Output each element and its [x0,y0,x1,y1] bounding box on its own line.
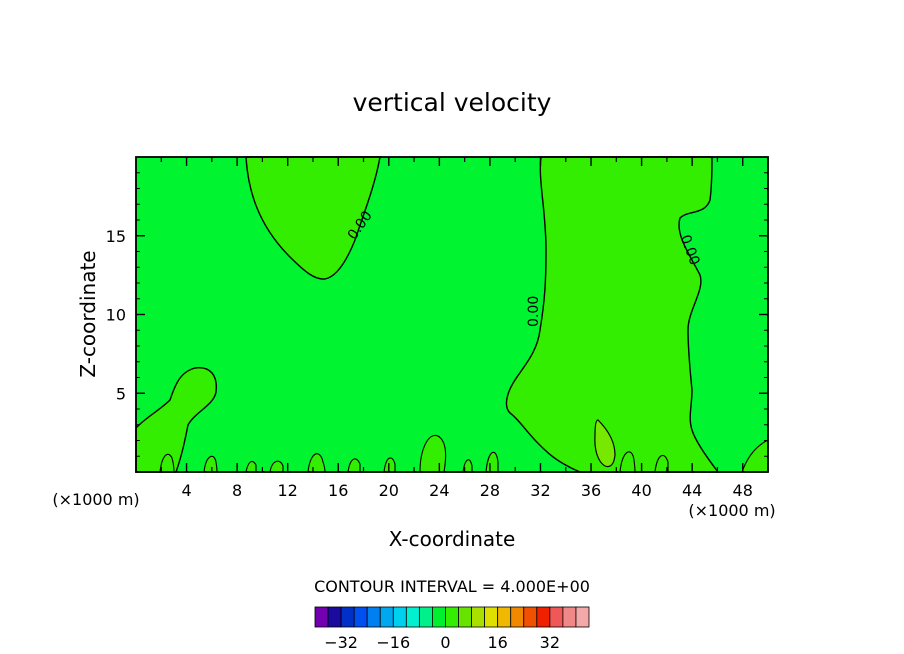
colorbar-swatch [536,606,551,628]
colorbar-swatch [353,606,368,628]
colorbar-swatch [471,606,486,628]
x-tick-label: 20 [379,481,399,500]
y-ticks: 5 10 15 [106,172,768,457]
surface-contours [159,434,769,473]
colorbar-swatch [562,606,577,628]
colorbar-tick-label: −16 [376,633,410,652]
positive-region-lower-left [135,367,217,473]
x-unit-left: (×1000 m) [52,490,139,509]
x-tick-label: 16 [328,481,348,500]
contour-label: 0.00 [526,296,542,327]
colorbar-swatch [340,606,355,628]
plot-area: 0.000.000.00 4 8 12 16 20 24 28 32 36 40 44 48 5101… [106,156,769,500]
colorbar-swatch [366,606,381,628]
colorbar-swatch [458,606,472,628]
colorbar-swatch [392,606,407,628]
x-axis-label: X-coordinate [389,527,516,551]
colorbar-swatch [549,606,564,628]
colorbar-swatch [497,606,512,628]
positive-region-central [505,156,720,473]
y-tick-label: 15 [106,227,126,246]
x-tick-label: 32 [530,481,550,500]
x-tick-label: 12 [278,481,298,500]
y-tick-label: 5 [116,384,126,403]
x-unit-right: (×1000 m) [688,501,775,520]
x-tick-label: 40 [631,481,651,500]
colorbar-title: CONTOUR INTERVAL = 4.000E+00 [314,577,590,596]
colorbar-swatch [327,606,342,628]
colorbar-tick-label: 0 [440,633,450,652]
x-tick-label: 36 [581,481,601,500]
colorbar-swatch [418,606,433,628]
positive-region-upper-left [245,156,381,280]
x-tick-label: 4 [181,481,191,500]
x-ticks: 4 8 12 16 20 24 28 32 36 40 44 48 [160,157,769,500]
x-tick-label: 8 [232,481,242,500]
colorbar-swatch [379,606,394,628]
stronger-positive-cell [594,419,616,468]
colorbar-swatch [510,606,525,628]
colorbar-swatch [445,606,459,628]
x-tick-label: 48 [733,481,753,500]
colorbar-tick-label: −32 [324,633,358,652]
colorbar-swatch [405,606,420,628]
x-tick-label: 24 [429,481,449,500]
colorbar-swatch [484,606,499,628]
colorbar-tick-label: 16 [487,633,507,652]
colorbar [314,606,590,628]
colorbar-tick-label: 32 [540,633,560,652]
colorbar-tick-labels: −32 −16 0 16 32 [324,633,560,652]
colorbar-swatch [575,606,590,628]
y-tick-label: 10 [106,306,126,325]
colorbar-swatch [523,606,538,628]
y-axis-label: Z-coordinate [76,250,100,377]
x-tick-label: 44 [682,481,702,500]
colorbar-swatch [314,606,329,628]
chart-title: vertical velocity [353,88,552,117]
colorbar-swatch [432,606,446,628]
x-tick-label: 28 [480,481,500,500]
